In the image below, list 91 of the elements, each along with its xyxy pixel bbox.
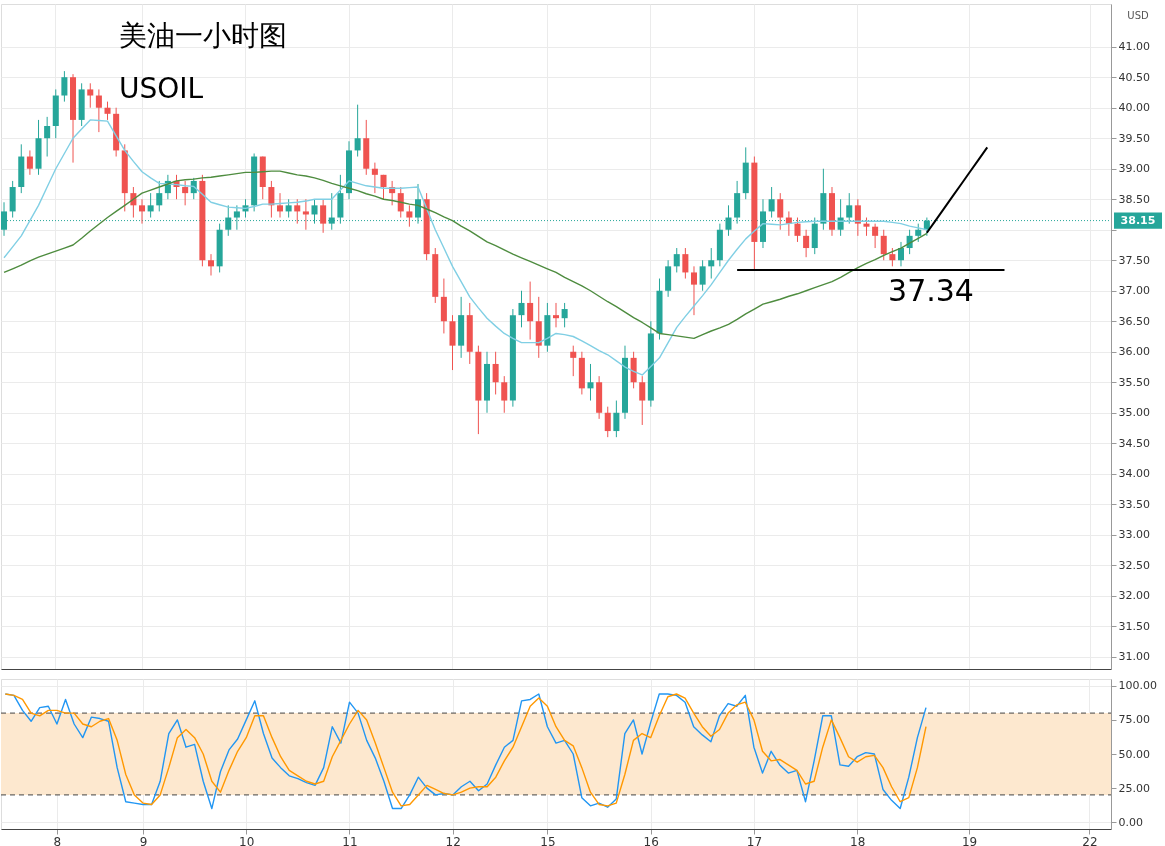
y-tick-label: 0.00 [1118,815,1143,829]
y-tick-label: 40.50 [1118,70,1150,84]
y-tick-label: 25.00 [1118,781,1150,795]
y-tick-label: 32.50 [1118,558,1150,572]
y-tick-label: 35.50 [1118,375,1150,389]
y-tick-label: 38.50 [1118,192,1150,206]
y-tick-label: 36.00 [1118,345,1150,359]
x-tick-label: 18 [850,834,866,846]
candlestick [371,162,378,194]
candlestick [639,375,646,426]
candlestick [302,198,309,231]
y-tick-label: 31.00 [1118,650,1150,664]
y-tick-label: 37.50 [1118,253,1150,267]
candlestick [156,180,163,212]
y-tick-label: 32.00 [1118,589,1150,603]
x-tick-label: 10 [239,834,255,846]
candlestick [803,229,810,258]
candlestick [552,302,560,328]
y-tick-label: 41.00 [1118,40,1150,54]
candlestick [87,82,94,109]
candlestick [872,223,879,249]
candlestick [104,101,111,121]
candlestick [320,198,327,234]
candlestick [570,345,577,377]
candlestick [276,192,284,219]
x-tick-label: 22 [1082,834,1098,846]
candlestick [604,406,611,438]
candlestick [846,192,853,225]
candlestick [889,247,896,267]
line-series [925,146,989,234]
candlestick [613,400,620,438]
y-tick-label: 39.50 [1118,131,1150,145]
candlestick [794,217,801,243]
ref-line-label: 38.15 [1120,213,1156,227]
candlestick [354,104,361,158]
x-tick-label: 19 [961,834,978,846]
candlestick [915,223,922,243]
candlestick [777,192,784,231]
y-tick-label: 75.00 [1118,713,1150,727]
candlestick [139,198,146,225]
candlestick [880,229,887,261]
candlestick [682,247,689,280]
candlestick [518,290,525,328]
candlestick [699,259,706,292]
y-tick-label: 36.50 [1118,314,1150,328]
x-tick-label: 16 [643,834,659,846]
candlestick [406,204,413,228]
candlestick [182,180,189,206]
candlestick [863,217,870,237]
candlestick [708,247,715,280]
candlestick [380,174,387,200]
text: USOIL [119,72,204,105]
candlestick [690,265,698,316]
y-tick-label: 34.50 [1118,436,1150,450]
y-tick-label: 34.00 [1118,467,1150,481]
y-tick-label: 31.50 [1118,619,1150,633]
candlestick [61,70,68,103]
candlestick [492,351,499,395]
y-tick-label: 50.00 [1118,747,1150,761]
candlestick [285,198,292,219]
y-tick-label: 40.00 [1118,101,1150,115]
candlestick [527,281,534,341]
x-tick-label: 9 [139,834,148,846]
candlestick [768,186,775,219]
annotation: 37.34 [888,273,974,308]
candlestick [561,302,568,328]
text: 美油一小时图 [119,19,287,52]
y-tick-label: 35.00 [1118,406,1150,420]
x-tick-label: 12 [445,834,461,846]
y-tick-label: 100.00 [1118,679,1157,693]
candlestick [854,198,861,237]
candlestick [207,253,215,276]
y-tick-label: 39.00 [1118,162,1150,176]
x-tick-label: 8 [53,834,62,846]
y-tick-label: 33.00 [1118,528,1150,542]
candlestick [587,363,594,402]
candlestick [294,198,301,225]
candlestick [44,116,51,158]
candlestick [897,241,905,267]
candlestick [501,375,508,414]
x-tick-label: 17 [746,834,763,846]
y-tick-label: 33.50 [1118,497,1150,511]
y-tick-label: 37.00 [1118,284,1150,298]
candlestick [26,149,33,176]
x-tick-label: 15 [540,834,556,846]
candlestick [95,88,102,133]
candlestick [397,186,404,219]
candlestick [673,247,680,273]
y-axis-title: USD [1127,10,1149,21]
x-tick-label: 11 [342,834,358,846]
candlestick [147,192,154,219]
